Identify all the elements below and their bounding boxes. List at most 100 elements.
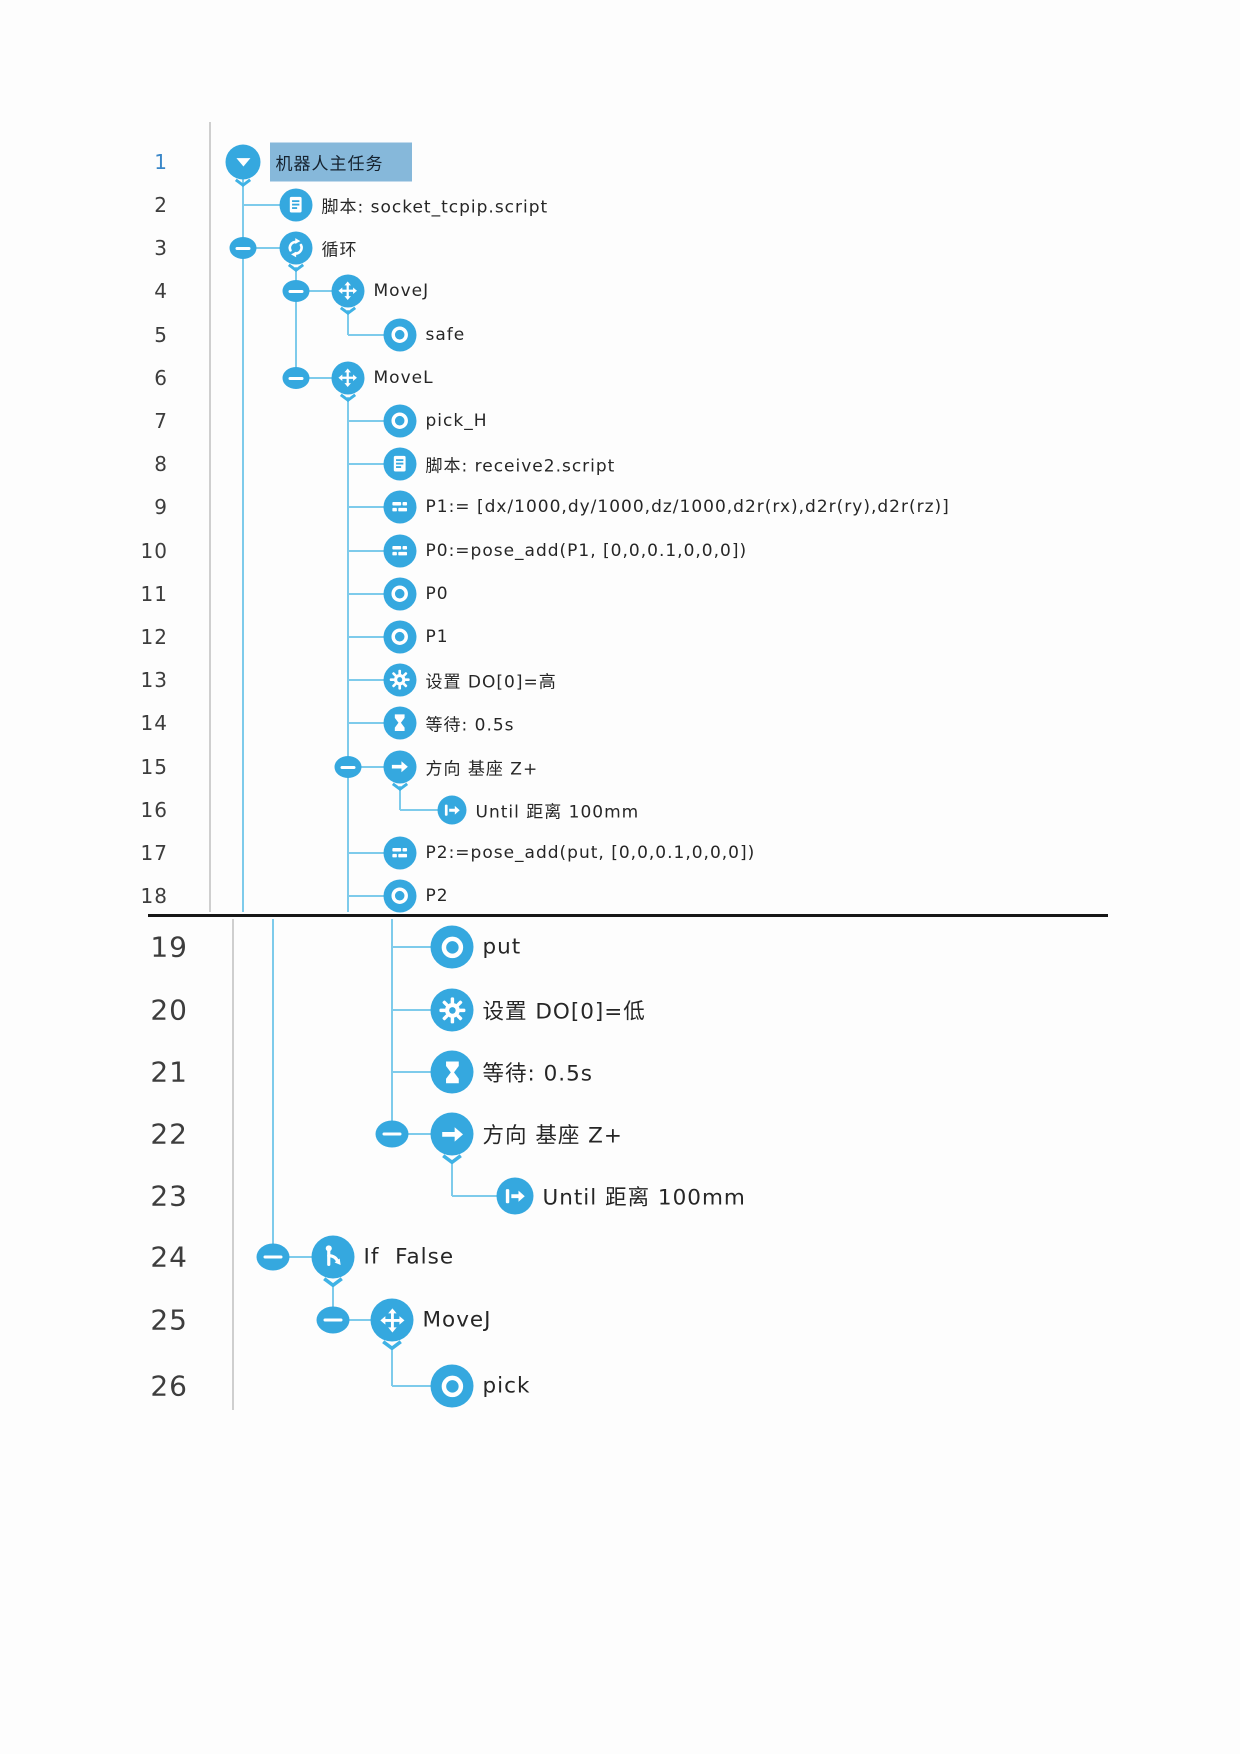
script-icon[interactable] (279, 188, 313, 222)
collapse-handle[interactable] (282, 280, 310, 302)
line-number: 8 (154, 452, 168, 476)
wait-icon[interactable] (383, 706, 417, 740)
tree-hline (243, 247, 296, 249)
collapse-handle[interactable] (282, 367, 310, 389)
node-label[interactable]: P1:= [dx/1000,dy/1000,dz/1000,d2r(rx),d2… (425, 497, 950, 517)
node-label[interactable]: 方向 基座 Z+ (425, 759, 539, 780)
line-number: 17 (140, 841, 168, 865)
until-icon[interactable] (496, 1177, 534, 1215)
gear-icon[interactable] (383, 663, 417, 697)
waypoint-icon[interactable] (430, 925, 474, 969)
tree-hline (392, 1071, 452, 1073)
node-label[interactable]: P2:=pose_add(put, [0,0,0.1,0,0,0]) (425, 843, 756, 863)
collapse-handle[interactable] (229, 237, 257, 259)
tree-vline (295, 267, 297, 378)
expand-chevron-icon (391, 782, 409, 791)
node-label[interactable]: P1 (425, 627, 449, 647)
node-label[interactable]: MoveJ (422, 1307, 492, 1333)
wait-icon[interactable] (430, 1050, 474, 1094)
node-label[interactable]: 循环 (321, 240, 358, 261)
expand-chevron-icon (441, 1153, 463, 1164)
tree-hline (348, 463, 400, 465)
assign-icon[interactable] (383, 534, 417, 568)
waypoint-icon[interactable] (383, 577, 417, 611)
collapse-handle[interactable] (334, 756, 362, 778)
script-icon[interactable] (383, 447, 417, 481)
node-label[interactable]: MoveL (373, 368, 434, 388)
tree-hline (348, 766, 400, 768)
line-number: 16 (140, 798, 168, 822)
line-number: 15 (140, 755, 168, 779)
move-icon[interactable] (370, 1298, 414, 1342)
tree-hline (348, 420, 400, 422)
waypoint-icon[interactable] (383, 879, 417, 913)
until-icon[interactable] (437, 795, 467, 825)
node-label[interactable]: 设置 DO[0]=高 (425, 672, 557, 693)
collapse-handle[interactable] (256, 1243, 290, 1271)
tree-hline (348, 506, 400, 508)
line-number: 6 (154, 366, 168, 390)
node-label[interactable]: put (482, 934, 522, 960)
line-number: 18 (140, 884, 168, 908)
node-label[interactable]: 方向 基座 Z+ (482, 1123, 623, 1149)
node-label[interactable]: Until 距离 100mm (542, 1185, 746, 1211)
node-label[interactable]: 机器人主任务 (269, 142, 412, 182)
node-label[interactable]: 脚本: receive2.script (425, 456, 616, 477)
line-number: 9 (154, 495, 168, 519)
node-label[interactable]: 等待: 0.5s (425, 715, 515, 736)
flow-root-icon[interactable] (225, 144, 261, 180)
direction-icon[interactable] (383, 750, 417, 784)
line-number: 10 (140, 539, 168, 563)
move-icon[interactable] (331, 274, 365, 308)
node-label[interactable]: pick_H (425, 411, 488, 431)
line-number: 5 (154, 323, 168, 347)
tree-vline (391, 1348, 393, 1386)
tree-hline (333, 1319, 392, 1321)
line-number: 23 (150, 1179, 188, 1213)
line-number: 21 (150, 1055, 188, 1089)
collapse-handle[interactable] (375, 1120, 409, 1148)
node-label[interactable]: If False (363, 1244, 455, 1270)
node-label[interactable]: safe (425, 325, 466, 345)
line-number: 12 (140, 625, 168, 649)
tree-vline (347, 397, 349, 912)
tree-hline (348, 550, 400, 552)
tree-hline (400, 809, 452, 811)
tree-vline (242, 179, 244, 912)
if-branch-icon[interactable] (311, 1235, 355, 1279)
node-label[interactable]: P0:=pose_add(P1, [0,0,0.1,0,0,0]) (425, 541, 748, 561)
loop-icon[interactable] (279, 231, 313, 265)
node-label[interactable]: Until 距离 100mm (475, 802, 640, 823)
expand-chevron-icon (287, 263, 305, 272)
node-label[interactable]: P2 (425, 886, 449, 906)
tree-vline (347, 310, 349, 335)
node-label[interactable]: pick (482, 1373, 531, 1399)
gear-icon[interactable] (430, 988, 474, 1032)
assign-icon[interactable] (383, 836, 417, 870)
waypoint-icon[interactable] (383, 620, 417, 654)
line-number: 25 (150, 1303, 188, 1337)
direction-icon[interactable] (430, 1112, 474, 1156)
expand-chevron-icon (234, 178, 252, 187)
node-label[interactable]: P0 (425, 584, 449, 604)
tree-hline (348, 895, 400, 897)
line-number: 4 (154, 279, 168, 303)
move-icon[interactable] (331, 361, 365, 395)
node-label[interactable]: 脚本: socket_tcpip.script (321, 197, 549, 218)
node-label[interactable]: 等待: 0.5s (482, 1061, 593, 1087)
waypoint-icon[interactable] (383, 404, 417, 438)
line-number: 20 (150, 993, 188, 1027)
tree-hline (348, 722, 400, 724)
tree-hline (348, 593, 400, 595)
node-label[interactable]: 设置 DO[0]=低 (482, 999, 646, 1025)
waypoint-icon[interactable] (430, 1364, 474, 1408)
assign-icon[interactable] (383, 490, 417, 524)
line-number: 13 (140, 668, 168, 692)
tree-hline (392, 946, 452, 948)
node-label[interactable]: MoveJ (373, 281, 430, 301)
tree-vline (272, 919, 274, 1257)
waypoint-icon[interactable] (383, 318, 417, 352)
collapse-handle[interactable] (316, 1306, 350, 1334)
tree-vline (232, 919, 234, 1410)
tree-hline (348, 852, 400, 854)
